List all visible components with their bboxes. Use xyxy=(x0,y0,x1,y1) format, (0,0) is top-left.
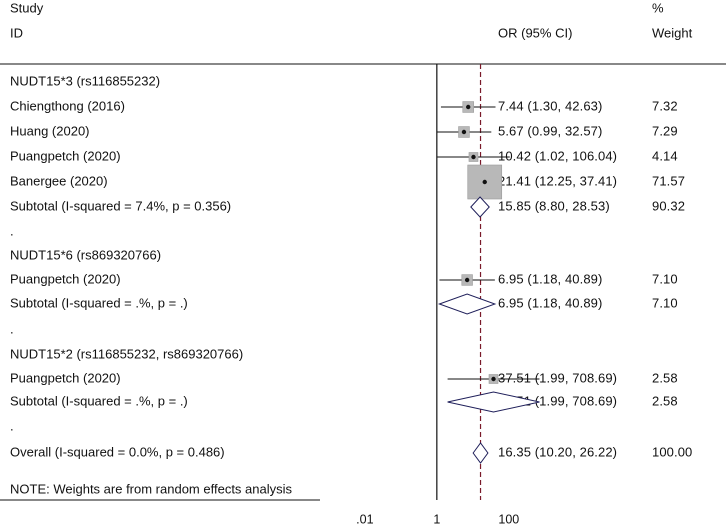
point-estimate xyxy=(466,104,471,110)
point-estimate xyxy=(464,277,470,283)
spacer-label: . xyxy=(10,321,14,336)
estimate-text: 37.51 (1.99, 708.69) xyxy=(498,370,617,385)
overall-label: Overall (I-squared = 0.0%, p = 0.486) xyxy=(10,444,225,459)
header-id: ID xyxy=(10,25,23,40)
point-estimate xyxy=(471,154,476,160)
weight-text: 90.32 xyxy=(652,198,685,213)
weight-text: 2.58 xyxy=(652,393,678,408)
subtotal-diamond xyxy=(470,196,490,218)
point-estimate xyxy=(461,129,467,135)
study-label: Chiengthong (2016) xyxy=(10,98,125,113)
weight-text: 7.32 xyxy=(652,98,678,113)
weight-text: 7.10 xyxy=(652,271,678,286)
study-label: Banergee (2020) xyxy=(10,173,108,188)
header-weight-pct: % xyxy=(652,0,664,15)
weight-text: 100.00 xyxy=(652,444,692,459)
footnote: NOTE: Weights are from random effects an… xyxy=(10,481,293,496)
study-label: Puangpetch (2020) xyxy=(10,148,121,163)
subtotal-label: Subtotal (I-squared = .%, p = .) xyxy=(10,393,188,408)
study-label: Puangpetch (2020) xyxy=(10,271,121,286)
estimate-text: 10.42 (1.02, 106.04) xyxy=(498,148,617,163)
weight-text: 2.58 xyxy=(652,370,678,385)
weight-text: 4.14 xyxy=(652,148,678,163)
subtotal-diamond xyxy=(437,293,497,315)
axis-tick-label: 1 xyxy=(433,512,440,526)
estimate-text: 7.44 (1.30, 42.63) xyxy=(498,98,602,113)
overall-diamond xyxy=(472,442,489,464)
header-weight: Weight xyxy=(652,25,693,40)
group-label: NUDT15*6 (rs869320766) xyxy=(10,247,161,262)
point-estimate xyxy=(482,179,487,185)
study-label: Huang (2020) xyxy=(10,123,90,138)
weight-text: 7.10 xyxy=(652,295,678,310)
estimate-text: 16.35 (10.20, 26.22) xyxy=(498,444,617,459)
header-or: OR (95% CI) xyxy=(498,25,572,40)
estimate-text: 15.85 (8.80, 28.53) xyxy=(498,198,610,213)
estimate-text: 5.67 (0.99, 32.57) xyxy=(498,123,602,138)
weight-text: 71.57 xyxy=(652,173,685,188)
header-study: Study xyxy=(10,0,44,15)
estimate-text: 21.41 (12.25, 37.41) xyxy=(498,173,617,188)
point-estimate xyxy=(491,376,496,382)
weight-text: 7.29 xyxy=(652,123,678,138)
spacer-label: . xyxy=(10,223,14,238)
subtotal-diamond xyxy=(447,391,540,413)
spacer-label: . xyxy=(10,418,14,433)
estimate-text: 6.95 (1.18, 40.89) xyxy=(498,271,602,286)
study-label: Puangpetch (2020) xyxy=(10,370,121,385)
subtotal-label: Subtotal (I-squared = 7.4%, p = 0.356) xyxy=(10,198,231,213)
axis-tick-label: .01 xyxy=(356,512,373,526)
axis-tick-label: 100 xyxy=(498,512,519,526)
group-label: NUDT15*2 (rs116855232, rs869320766) xyxy=(10,346,243,361)
subtotal-label: Subtotal (I-squared = .%, p = .) xyxy=(10,295,188,310)
estimate-text: 6.95 (1.18, 40.89) xyxy=(498,295,602,310)
group-label: NUDT15*3 (rs116855232) xyxy=(10,73,160,88)
